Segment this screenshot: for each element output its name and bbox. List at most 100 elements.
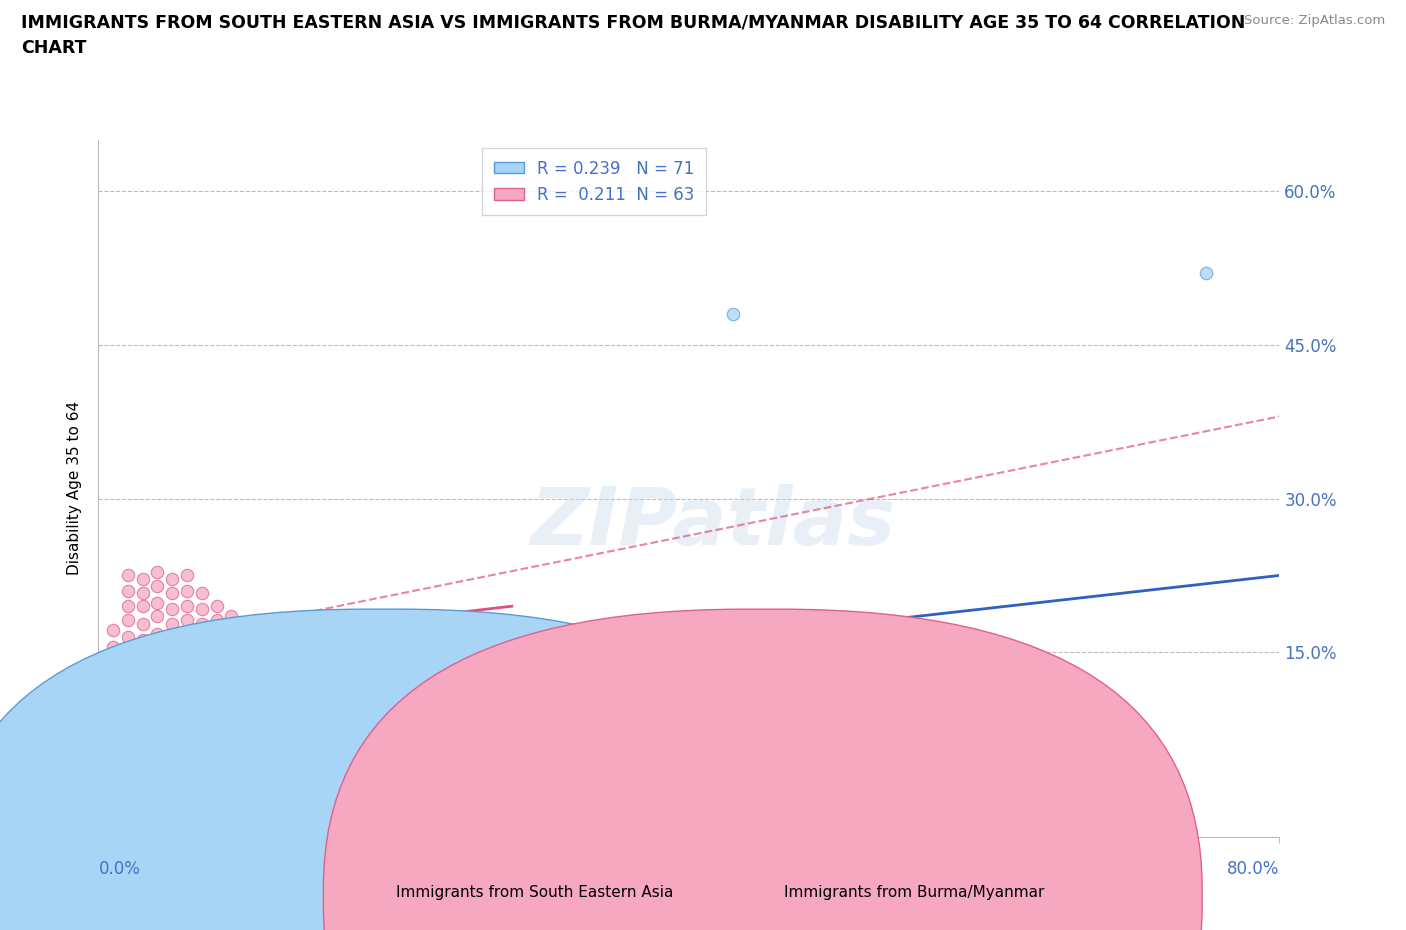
Point: [368, 678, 391, 693]
Point: [176, 568, 198, 583]
Point: [205, 627, 228, 642]
Point: [486, 688, 509, 703]
Point: [103, 691, 125, 706]
Point: [855, 671, 877, 685]
Point: [205, 612, 228, 627]
Point: [530, 671, 553, 685]
Point: [515, 684, 537, 698]
Point: [176, 698, 198, 713]
Point: [250, 619, 273, 634]
Point: [796, 666, 818, 681]
Point: [250, 632, 273, 647]
Text: Immigrants from South Eastern Asia: Immigrants from South Eastern Asia: [395, 885, 673, 900]
Text: IMMIGRANTS FROM SOUTH EASTERN ASIA VS IMMIGRANTS FROM BURMA/MYANMAR DISABILITY A: IMMIGRANTS FROM SOUTH EASTERN ASIA VS IM…: [21, 14, 1246, 32]
Point: [264, 622, 287, 637]
Point: [633, 671, 655, 685]
Point: [456, 697, 478, 711]
Point: [132, 684, 155, 698]
Point: [648, 678, 671, 693]
Point: [146, 609, 169, 624]
Point: [441, 678, 464, 693]
Point: [176, 599, 198, 614]
Point: [191, 617, 214, 631]
Point: [264, 637, 287, 652]
Point: [264, 698, 287, 713]
Point: [737, 668, 759, 683]
Point: [427, 691, 450, 706]
Text: Source: ZipAtlas.com: Source: ZipAtlas.com: [1244, 14, 1385, 27]
Point: [162, 630, 183, 644]
Point: [707, 673, 730, 688]
Text: 80.0%: 80.0%: [1227, 860, 1279, 878]
Point: [117, 736, 139, 751]
Legend: R = 0.239   N = 71, R =  0.211  N = 63: R = 0.239 N = 71, R = 0.211 N = 63: [482, 148, 706, 216]
Point: [382, 697, 405, 711]
Point: [766, 673, 789, 688]
Point: [884, 673, 907, 688]
Point: [219, 622, 242, 637]
Point: [132, 697, 155, 711]
Point: [117, 698, 139, 713]
Point: [176, 640, 198, 655]
Point: [339, 681, 360, 696]
Point: [176, 725, 198, 740]
Point: [278, 691, 302, 706]
Point: [471, 681, 494, 696]
Point: [191, 602, 214, 617]
Point: [235, 640, 257, 655]
Point: [132, 617, 155, 631]
Point: [205, 599, 228, 614]
Point: [162, 602, 183, 617]
Point: [412, 684, 434, 698]
Point: [132, 739, 155, 754]
Point: [1195, 265, 1218, 280]
Point: [103, 622, 125, 637]
Point: [162, 742, 183, 757]
Point: [176, 686, 198, 701]
Point: [191, 688, 214, 703]
Point: [132, 632, 155, 647]
Point: [353, 684, 375, 698]
Point: [278, 678, 302, 693]
Point: [103, 640, 125, 655]
Point: [162, 571, 183, 586]
Point: [382, 627, 405, 642]
Point: [117, 568, 139, 583]
Point: [235, 701, 257, 716]
Point: [117, 599, 139, 614]
Point: [146, 565, 169, 579]
Point: [132, 586, 155, 601]
Point: [162, 586, 183, 601]
Point: [146, 729, 169, 744]
Point: [132, 571, 155, 586]
Point: [264, 684, 287, 698]
Point: [146, 627, 169, 642]
Point: [501, 630, 523, 644]
Point: [205, 643, 228, 658]
Point: [501, 673, 523, 688]
Point: [132, 599, 155, 614]
Point: [353, 698, 375, 713]
Point: [191, 647, 214, 662]
Point: [205, 681, 228, 696]
Point: [219, 698, 242, 713]
Point: [294, 681, 316, 696]
Point: [294, 697, 316, 711]
Point: [973, 671, 995, 685]
Point: [176, 612, 198, 627]
Point: [235, 627, 257, 642]
Point: [574, 671, 596, 685]
Point: [339, 697, 360, 711]
Point: [294, 630, 316, 644]
Point: [162, 678, 183, 693]
Point: [309, 622, 332, 637]
Text: 0.0%: 0.0%: [98, 860, 141, 878]
Point: [146, 643, 169, 658]
Point: [219, 609, 242, 624]
Point: [382, 681, 405, 696]
Point: [250, 694, 273, 709]
Point: [546, 678, 568, 693]
Point: [323, 678, 346, 693]
Point: [117, 681, 139, 696]
Point: [162, 694, 183, 709]
